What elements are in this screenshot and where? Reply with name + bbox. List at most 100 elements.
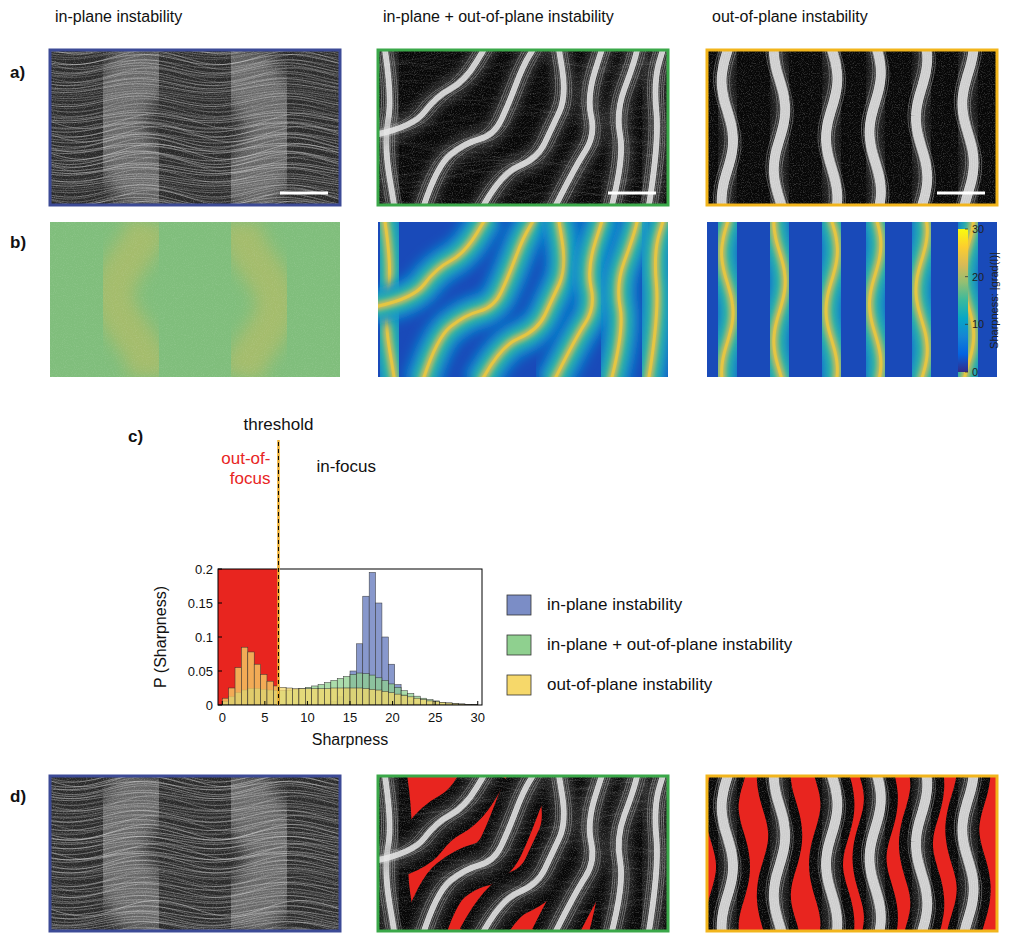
histogram-bar — [427, 700, 433, 705]
histogram-bar — [414, 698, 420, 705]
histogram-bar — [356, 644, 362, 705]
heat-stripe — [916, 222, 927, 377]
image-background — [707, 50, 997, 205]
x-tick — [307, 701, 308, 705]
label-line: out-of- — [221, 449, 270, 468]
heat-stripe — [552, 222, 604, 377]
legend-label: in-plane + out-of-plane instability — [547, 635, 793, 654]
histogram-bar — [356, 673, 362, 705]
heat-stripe — [826, 222, 837, 377]
histogram-bar — [433, 701, 439, 705]
image-background — [378, 776, 668, 931]
histogram-bar — [388, 693, 394, 705]
scale-bar — [608, 192, 656, 195]
histogram-bar — [369, 689, 375, 705]
heat-stripe — [870, 222, 881, 377]
heat-stripe — [722, 222, 733, 377]
histogram-bar — [433, 702, 439, 705]
heat-map-b-content — [378, 222, 668, 377]
histogram-bar — [388, 684, 394, 705]
in-focus-label: in-focus — [316, 457, 376, 476]
texture — [707, 776, 997, 931]
series — [324, 572, 420, 705]
colorbar — [958, 229, 968, 372]
histogram-bar — [241, 647, 247, 705]
histogram-bar — [350, 674, 356, 705]
column-title: in-plane instability — [55, 8, 182, 25]
histogram-bar — [305, 687, 311, 705]
colorbar-tick-label: 20 — [972, 271, 984, 283]
panel-label: a) — [10, 63, 25, 82]
histogram-bar — [286, 688, 292, 705]
histogram-bar — [293, 689, 299, 705]
heat-background — [50, 222, 340, 377]
histogram-bar — [331, 688, 337, 705]
histogram-bar — [376, 690, 382, 705]
y-tick — [218, 603, 222, 604]
column-title: in-plane + out-of-plane instability — [383, 8, 614, 25]
image-a-content — [707, 50, 997, 205]
y-tick — [218, 569, 222, 570]
image-background — [378, 50, 668, 205]
y-axis-title: P (Sharpness) — [152, 586, 169, 688]
colorbar-tick — [965, 276, 968, 277]
texture — [50, 776, 340, 931]
histogram-bar — [376, 678, 382, 705]
histogram-bar — [222, 698, 228, 705]
in-focus-region — [707, 776, 997, 931]
histogram-bar — [293, 689, 299, 705]
image-background — [50, 776, 340, 931]
histogram-bar — [382, 691, 388, 705]
panel-border — [707, 50, 997, 205]
y-tick — [218, 671, 222, 672]
histogram-bar — [229, 688, 235, 705]
heat-map-b-content — [50, 222, 340, 377]
y-tick — [218, 705, 222, 706]
threshold-label: threshold — [243, 415, 313, 434]
image-a — [707, 40, 997, 215]
histogram-bar — [312, 689, 318, 705]
histogram-bar — [382, 637, 388, 705]
title-line: out-of-plane instability — [712, 8, 868, 25]
image-d — [707, 766, 997, 939]
histogram-bar — [420, 698, 426, 705]
colorbar-label: Sharpness: |grad(I)| — [988, 252, 1000, 349]
figure: in-plane instability in-plane + out-of-pl… — [0, 0, 1009, 939]
histogram-bar — [363, 689, 369, 705]
y-tick-label: 0 — [206, 698, 213, 713]
histogram-bar — [376, 603, 382, 705]
histogram-bar — [254, 664, 260, 705]
histogram-bar — [337, 678, 343, 705]
heat-stripe — [722, 222, 733, 377]
series — [222, 673, 477, 705]
x-tick — [222, 701, 223, 705]
heat-stripe — [870, 222, 881, 377]
heat-map-b — [50, 222, 340, 377]
threshold-line-dash — [278, 440, 279, 705]
heat-stripe — [774, 222, 785, 377]
colorbar-tick-label: 30 — [972, 223, 984, 235]
histogram-bar — [312, 686, 318, 705]
heat-stripe — [774, 222, 785, 377]
image-d — [40, 758, 350, 939]
histogram-bar — [350, 671, 356, 705]
histogram-bar — [427, 701, 433, 705]
histogram-bar — [369, 675, 375, 705]
y-tick-label: 0.05 — [188, 664, 213, 679]
panel-border — [378, 50, 668, 205]
heat-map-b-content — [707, 222, 997, 377]
histogram-bar — [350, 688, 356, 705]
legend-swatch — [507, 595, 531, 615]
y-tick-label: 0.2 — [195, 562, 213, 577]
histogram-bar — [407, 697, 413, 705]
x-tick — [477, 701, 478, 705]
x-tick — [264, 701, 265, 705]
scale-bar — [937, 192, 985, 195]
heat-stripe — [552, 222, 604, 377]
panel-label: d) — [10, 787, 26, 806]
histogram-bar — [395, 694, 401, 705]
heat-stripe — [916, 222, 927, 377]
histogram-bar — [401, 691, 407, 705]
histogram-bar — [369, 572, 375, 705]
x-tick-label: 15 — [343, 710, 357, 725]
